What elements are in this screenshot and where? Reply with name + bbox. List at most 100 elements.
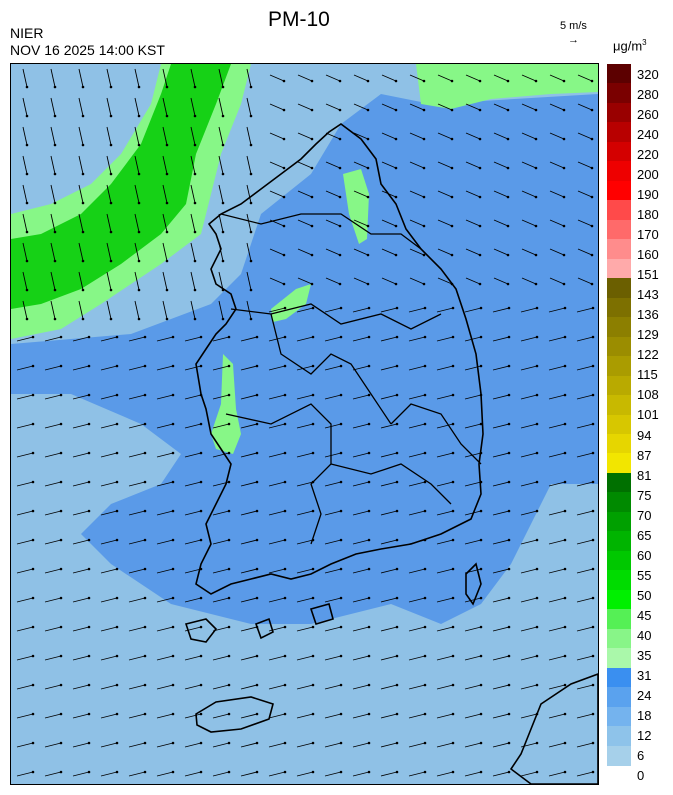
wind-vector-head [591,364,595,368]
wind-vector-arrow [492,452,510,458]
wind-vector-arrow [325,132,341,140]
wind-vector-head [143,422,147,426]
wind-vector-head [199,712,203,716]
wind-vector-arrow [352,597,370,603]
wind-vector-head [87,770,91,774]
wind-vector-arrow [50,126,56,146]
wind-vector-head [137,172,141,176]
wind-vector-arrow [465,74,481,82]
wind-vector-arrow [324,771,342,777]
wind-vector-arrow [464,713,482,719]
wind-vector-arrow [246,155,252,175]
wind-vector-arrow [100,423,118,429]
wind-vector-head [255,451,259,455]
wind-vector-head [115,596,119,600]
wind-vector-arrow [156,539,174,545]
wind-vector-head [339,480,343,484]
wind-vector-head [25,317,29,321]
wind-vector-head [31,451,35,455]
wind-vector-head [507,683,511,687]
wind-vector-head [395,567,399,571]
wind-vector-arrow [269,219,285,227]
wind-vector-head [591,480,595,484]
wind-vector-arrow [184,568,202,574]
wind-vector-arrow [380,336,398,342]
wind-vector-arrow [548,626,566,632]
wind-vector-arrow [184,394,202,400]
wind-vector-head [311,683,315,687]
wind-vector-arrow [296,713,314,719]
wind-vector-head [227,451,231,455]
wind-vector-head [450,137,454,141]
wind-vector-head [478,195,482,199]
wind-vector-head [227,596,231,600]
wind-vector-head [221,230,225,234]
wind-vector-arrow [521,161,537,169]
wind-vector-head [394,224,398,228]
wind-vector-arrow [353,190,369,198]
colorbar-tick-label: 70 [637,507,652,523]
wind-vector-head [282,195,286,199]
wind-vector-head [507,422,511,426]
wind-vector-arrow [128,510,146,516]
wind-vector-head [255,741,259,745]
wind-vector-arrow [549,190,565,198]
wind-vector-arrow [520,452,538,458]
pm-zone-west-coast-patch [211,354,241,454]
pm-zone-very-high [11,64,231,309]
wind-vector-arrow [268,510,286,516]
wind-vector-arrow [437,74,453,82]
colorbar-tick-label: 60 [637,547,652,563]
wind-vector-arrow [134,68,140,88]
wind-vector-head [171,422,175,426]
colorbar-tick-label: 320 [637,67,659,82]
wind-vector-arrow [493,277,509,285]
wind-vector-arrow [128,481,146,487]
wind-vector-arrow [465,277,481,285]
concentration-map[interactable] [10,63,599,785]
wind-vector-arrow [296,771,314,777]
colorbar-segment [607,511,631,532]
wind-vector-arrow [492,655,510,661]
wind-vector-head [143,538,147,542]
wind-vector-head [31,770,35,774]
wind-vector-arrow [240,684,258,690]
wind-vector-arrow [156,655,174,661]
wind-vector-arrow [184,481,202,487]
southern-island [184,618,218,643]
wind-vector-arrow [324,655,342,661]
wind-vector-arrow [324,713,342,719]
wind-vector-arrow [464,597,482,603]
wind-vector-arrow [549,161,565,169]
wind-vector-head [53,317,57,321]
wind-vector-arrow [156,394,174,400]
wind-vector-arrow [296,510,314,516]
wind-vector-head [394,137,398,141]
wind-vector-head [338,166,342,170]
wind-vector-arrow [72,510,90,516]
wind-vector-head [339,741,343,745]
wind-vector-head [590,253,594,257]
wind-vector-head [395,741,399,745]
wind-vector-arrow [493,161,509,169]
wind-vector-head [367,509,371,513]
wind-vector-arrow [212,597,230,603]
wind-vector-arrow [156,336,174,342]
wind-vector-arrow [436,655,454,661]
wind-vector-arrow [576,452,594,458]
wind-vector-head [479,712,483,716]
wind-vector-arrow [16,452,34,458]
wind-vector-arrow [246,242,252,262]
wind-vector-head [282,137,286,141]
wind-vector-head [87,683,91,687]
wind-vector-arrow [212,452,230,458]
wind-vector-head [25,259,29,263]
wind-vector-arrow [576,394,594,400]
wind-vector-arrow [44,742,62,748]
wind-vector-arrow [72,336,90,342]
wind-vector-arrow [437,219,453,227]
wind-vector-arrow [549,132,565,140]
wind-vector-arrow [380,452,398,458]
wind-vector-head [507,741,511,745]
wind-vector-arrow [492,336,510,342]
